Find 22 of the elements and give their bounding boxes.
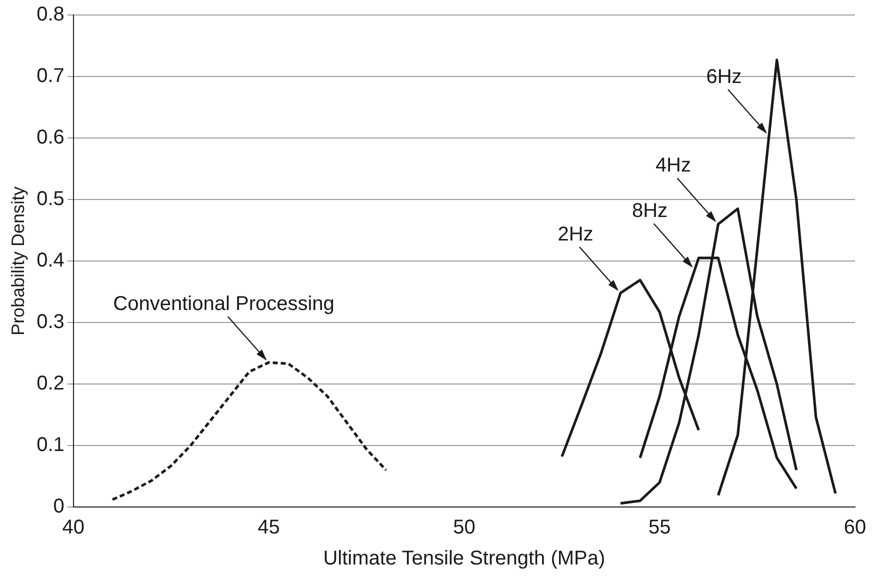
y-tick-label: 0.1 (36, 434, 64, 456)
y-tick-label: 0.5 (36, 188, 64, 210)
y-tick-label: 0.4 (36, 250, 64, 272)
y-tick-label: 0 (53, 496, 64, 518)
y-tick-label: 0.2 (36, 372, 64, 395)
annotation: Conventional Processing (113, 292, 334, 315)
annotation: 4Hz (655, 154, 692, 177)
x-tick-label: 45 (258, 516, 280, 539)
annotation: 8Hz (632, 200, 668, 222)
x-tick-label: 55 (648, 516, 671, 539)
annotation: 2Hz (558, 223, 594, 246)
x-tick-label: 60 (844, 516, 866, 539)
x-tick-label: 50 (453, 516, 476, 539)
y-tick-label: 0.8 (36, 4, 64, 26)
annotation: 6Hz (706, 66, 742, 88)
x-axis-title: Ultimate Tensile Strength (MPa) (323, 548, 606, 570)
y-axis-title: Probability Density (8, 186, 28, 336)
y-tick-label: 0.3 (36, 311, 64, 334)
y-tick-label: 0.7 (36, 65, 64, 88)
y-tick-label: 0.6 (36, 126, 64, 149)
x-tick-label: 40 (62, 516, 85, 539)
line-series (111, 361, 388, 501)
